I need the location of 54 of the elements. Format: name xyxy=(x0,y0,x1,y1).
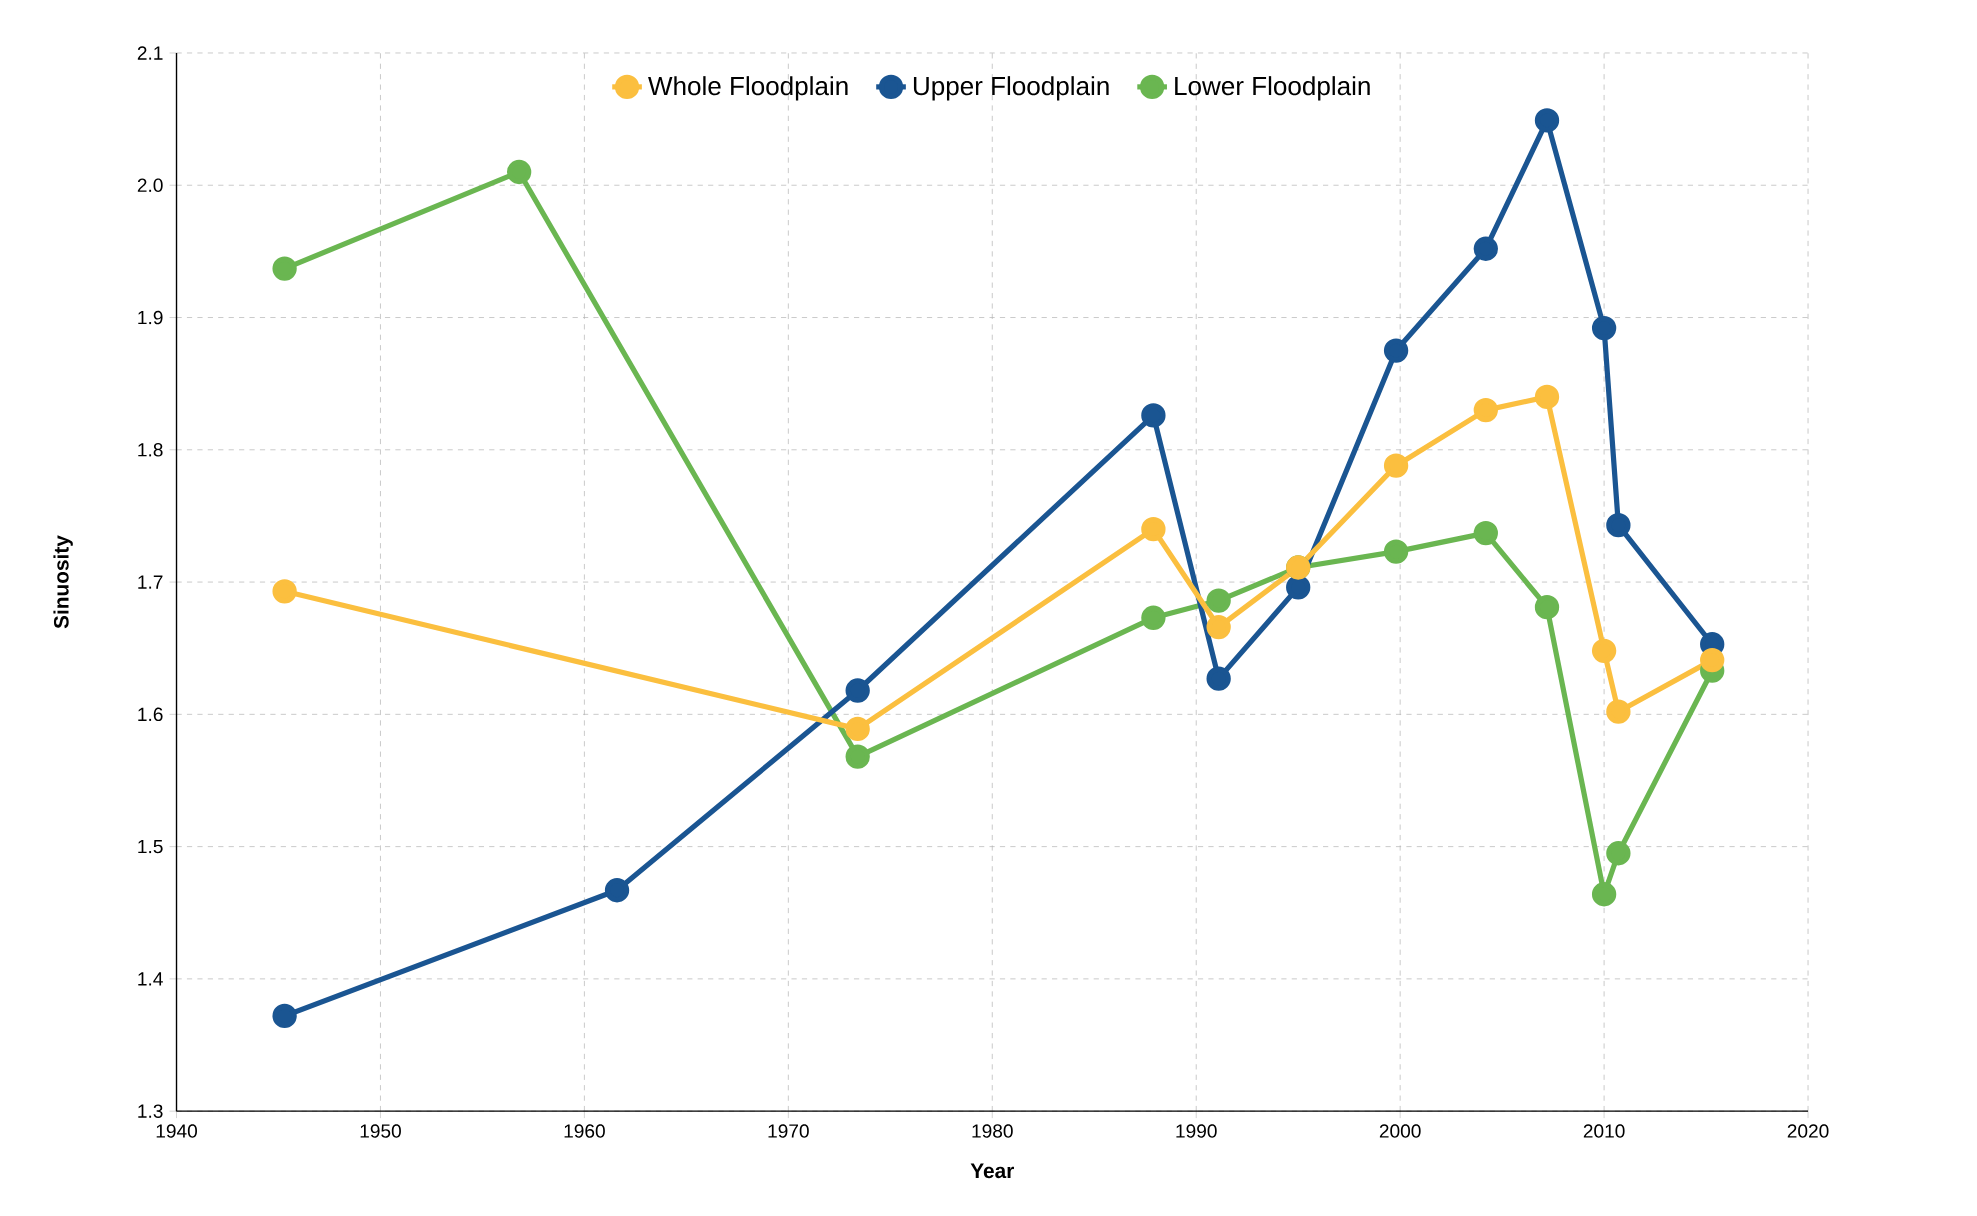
x-tick-label: 1990 xyxy=(1176,1124,1217,1138)
point xyxy=(272,1003,297,1029)
y-axis-title: Sinuosity xyxy=(53,535,73,629)
x-tick-label: 2010 xyxy=(1583,1124,1625,1138)
point xyxy=(845,716,870,742)
y-tick-label: 1.7 xyxy=(138,575,163,589)
x-tick-label: 1970 xyxy=(768,1124,809,1138)
x-tick-label: 1980 xyxy=(972,1124,1013,1138)
point xyxy=(845,678,870,703)
point xyxy=(1206,614,1231,640)
point xyxy=(1473,521,1498,546)
point xyxy=(1141,517,1166,542)
x-axis-title: Year xyxy=(970,1163,1014,1179)
x-tick-label: 1950 xyxy=(360,1124,401,1138)
point xyxy=(1286,575,1311,600)
point xyxy=(1606,841,1631,866)
y-tick-label: 1.9 xyxy=(138,310,163,325)
point xyxy=(1606,699,1631,724)
point xyxy=(1534,384,1560,410)
point xyxy=(604,878,630,903)
point xyxy=(272,256,297,281)
point xyxy=(1383,338,1409,363)
point xyxy=(845,744,870,769)
legend-label: Upper Floodplain xyxy=(913,76,1109,101)
y-tick-label: 2.0 xyxy=(137,178,163,193)
point xyxy=(1700,648,1725,673)
point xyxy=(506,159,532,185)
x-tick-label: 2000 xyxy=(1379,1124,1421,1138)
point xyxy=(1473,398,1498,423)
point xyxy=(1591,316,1617,341)
point xyxy=(1534,108,1560,133)
y-tick-label: 1.5 xyxy=(138,840,163,854)
point xyxy=(272,579,297,604)
legend-label: Whole Floodplain xyxy=(648,76,848,101)
y-tick-label: 1.8 xyxy=(138,443,163,457)
point xyxy=(1141,605,1166,631)
point xyxy=(1591,638,1617,664)
x-tick-label: 1940 xyxy=(156,1124,197,1138)
point xyxy=(1141,403,1166,428)
y-tick-label: 1.4 xyxy=(138,972,163,986)
point xyxy=(1383,539,1409,564)
legend-label: Lower Floodplain xyxy=(1175,76,1370,101)
x-tick-label: 2020 xyxy=(1787,1124,1829,1138)
point xyxy=(1591,882,1617,907)
point xyxy=(1206,588,1231,613)
x-tick-label: 1960 xyxy=(564,1124,605,1138)
point xyxy=(1206,666,1231,691)
y-tick-label: 1.3 xyxy=(138,1104,163,1119)
point xyxy=(1473,236,1498,261)
point xyxy=(1383,453,1409,478)
point xyxy=(1606,513,1631,538)
y-tick-label: 1.6 xyxy=(138,707,163,722)
y-tick-label: 2.1 xyxy=(137,46,163,60)
point xyxy=(1534,595,1560,620)
